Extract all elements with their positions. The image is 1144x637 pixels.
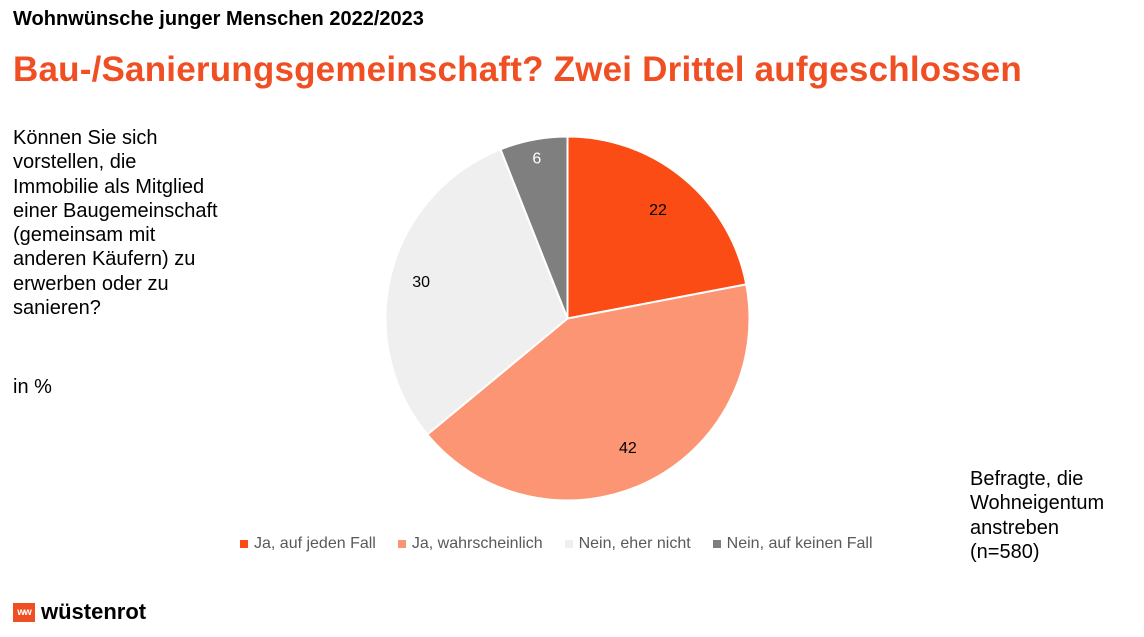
legend-swatch xyxy=(397,540,406,548)
headline: Bau-/Sanierungsgemeinschaft? Zwei Dritte… xyxy=(13,50,1022,89)
slice-data-label: 6 xyxy=(532,151,541,168)
brand-logo: ww wüstenrot xyxy=(13,599,146,625)
legend-label: Nein, eher nicht xyxy=(578,535,691,552)
slice-data-label: 22 xyxy=(649,202,667,219)
brand-mark-icon: ww xyxy=(13,602,35,622)
supertitle: Wohnwünsche junger Menschen 2022/2023 xyxy=(13,8,424,30)
brand-name: wüstenrot xyxy=(41,599,147,624)
legend-item: Nein, auf keinen Fall xyxy=(712,535,873,553)
respondent-basis: Befragte, die Wohneigentum anstreben (n=… xyxy=(970,468,1105,563)
pie-slice-3 xyxy=(384,147,569,436)
legend-label: Ja, wahrscheinlich xyxy=(411,535,543,552)
slice-data-label: 42 xyxy=(619,440,637,457)
slice-data-label: 30 xyxy=(412,274,430,291)
legend-item: Ja, auf jeden Fall xyxy=(240,535,376,553)
survey-question: Können Sie sich vorstellen, die Immobili… xyxy=(13,127,218,320)
legend-swatch xyxy=(712,540,721,548)
legend-label: Ja, auf jeden Fall xyxy=(254,535,376,552)
legend-label: Nein, auf keinen Fall xyxy=(726,535,873,552)
legend-swatch xyxy=(240,540,248,548)
chart-legend: Ja, auf jeden Fall Ja, wahrscheinlich Nein… xyxy=(240,535,895,553)
legend-item: Ja, wahrscheinlich xyxy=(397,535,543,553)
pie-slice-4 xyxy=(499,135,569,319)
pie-slice-2 xyxy=(425,283,751,502)
unit-label: in % xyxy=(13,376,52,398)
pie-slice-1 xyxy=(566,135,748,320)
legend-item: Nein, eher nicht xyxy=(564,535,691,553)
legend-swatch xyxy=(564,540,573,548)
